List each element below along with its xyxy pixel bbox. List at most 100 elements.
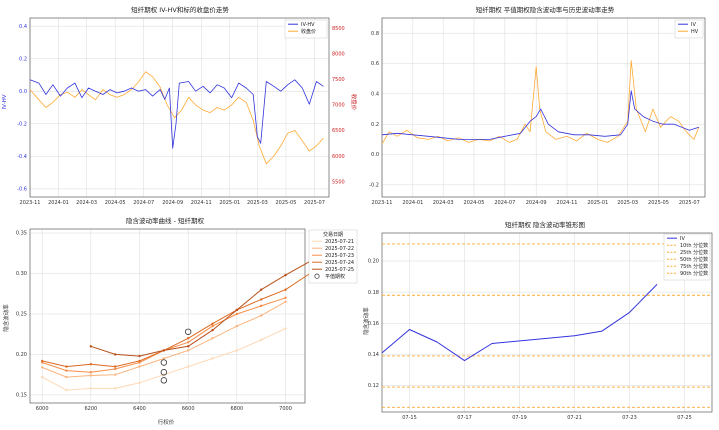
series-point-2025-07-23 xyxy=(113,367,117,371)
legend-swatch xyxy=(314,273,320,279)
legend-entry: 2025-07-25 xyxy=(325,267,354,273)
x-tick-label: 2025-05 xyxy=(275,200,296,206)
series-point-2025-07-22 xyxy=(259,314,263,317)
series-line-ivhv xyxy=(29,79,324,149)
y-tick-label-left: 0.0 xyxy=(19,89,27,95)
series-point-2025-07-21 xyxy=(211,357,214,360)
chart-vol-smile: 隐含波动率曲线 - 短纤期权 行权价 隐含波动率 0.15 0.20 0.25 0.3… xyxy=(0,215,360,430)
series-point-2025-07-24 xyxy=(40,359,44,363)
x-tick-label: 6000 xyxy=(36,406,49,412)
series-point-2025-07-21 xyxy=(113,387,117,390)
series-point-2025-07-21 xyxy=(186,365,190,368)
y-tick-label: 0.20 xyxy=(368,259,379,265)
series-point-2025-07-24 xyxy=(113,365,117,368)
atm-marker xyxy=(160,369,168,376)
chart-title: 短纤期权 平值期权隐含波动率与历史波动率走势 xyxy=(476,5,615,14)
y-tick-label: 0.6 xyxy=(371,61,379,67)
chart-title: 短纤期权 隐含波动率锥形图 xyxy=(505,220,585,229)
legend-entry: IV xyxy=(680,236,685,242)
series-point-2025-07-21 xyxy=(89,387,93,390)
series-point-2025-07-25 xyxy=(235,308,239,312)
series-point-2025-07-25 xyxy=(211,328,214,332)
y-axis-label: 隐含波动率 xyxy=(2,304,10,332)
y-tick-label: 0.35 xyxy=(16,231,27,237)
y-tick-label: 0.20 xyxy=(16,352,27,358)
chart-ivhv-price-svg: 短纤期权 IV-HV和标的收盘价走势 IV-HV 收盘价 -0.6 -0.4 -0.… xyxy=(2,5,358,206)
series-point-2025-07-21 xyxy=(65,388,68,392)
x-tick-label: 2024-09 xyxy=(526,200,547,206)
series-point-2025-07-24 xyxy=(259,298,263,301)
legend-box xyxy=(674,19,704,39)
y-tick-label-left: -0.6 xyxy=(17,187,27,193)
series-point-2025-07-25 xyxy=(113,353,117,356)
series-point-2025-07-22 xyxy=(186,349,190,352)
series-point-2025-07-22 xyxy=(235,324,239,328)
series-point-2025-07-22 xyxy=(113,373,117,376)
y-tick-label-right: 5500 xyxy=(332,179,345,185)
legend-entry: IV xyxy=(691,22,696,28)
series-point-2025-07-23 xyxy=(211,324,214,328)
legend-entry: HV xyxy=(691,29,699,35)
x-tick-label: 2025-03 xyxy=(617,200,638,206)
y-tick-label-right: 7000 xyxy=(332,103,345,109)
x-tick-label: 2024-05 xyxy=(464,200,485,206)
chart-title: 隐含波动率曲线 - 短纤期权 xyxy=(126,216,204,225)
series-point-2025-07-22 xyxy=(211,337,214,340)
series-line-2025-07-24 xyxy=(42,273,311,368)
series-point-2025-07-21 xyxy=(235,349,239,352)
series-point-2025-07-24 xyxy=(138,359,141,363)
series-point-2025-07-23 xyxy=(284,296,287,299)
plot-frame xyxy=(381,232,713,413)
x-tick-label: 6400 xyxy=(133,406,146,412)
legend-entry: 2025-07-22 xyxy=(325,246,354,252)
x-tick-label: 2024-07 xyxy=(494,200,515,206)
series-point-2025-07-21 xyxy=(259,338,263,342)
y-axis-label: 隐含波动率 xyxy=(362,307,370,335)
series-point-2025-07-25 xyxy=(186,345,190,348)
series-line-2025-07-23 xyxy=(42,297,286,373)
y-tick-label: 0.0 xyxy=(371,152,379,158)
series-point-2025-07-22 xyxy=(40,366,44,369)
series-point-2025-07-22 xyxy=(138,365,141,368)
x-tick-label: 2024-01 xyxy=(402,200,423,206)
x-tick-label: 7000 xyxy=(279,406,292,412)
x-tick-label: 2025-07 xyxy=(304,200,325,206)
series-point-2025-07-25 xyxy=(138,354,141,358)
x-tick-label: 07-17 xyxy=(457,415,472,421)
legend-entry: 10th 分位数 xyxy=(680,242,708,249)
series-point-2025-07-24 xyxy=(65,365,68,368)
x-tick-label: 07-19 xyxy=(512,415,527,421)
y-tick-label: 0.4 xyxy=(371,92,379,98)
y-tick-label-right: 7500 xyxy=(332,77,345,83)
chart-vol-cone-svg: 短纤期权 隐含波动率锥形图 隐含波动率 0.12 0.14 0.16 0.18 0.20… xyxy=(362,220,713,421)
x-tick-label: 2025-05 xyxy=(648,200,669,206)
series-point-2025-07-21 xyxy=(40,375,44,379)
atm-marker xyxy=(160,377,168,384)
x-tick-label: 07-15 xyxy=(402,415,417,421)
y-axis-label-left: IV-HV xyxy=(2,94,8,109)
y-tick-label-left: -0.4 xyxy=(17,154,27,160)
series-point-2025-07-21 xyxy=(138,381,141,384)
legend-entry: 75th 分位数 xyxy=(680,263,708,270)
legend-entry: 2025-07-21 xyxy=(325,239,354,245)
series-point-2025-07-24 xyxy=(89,362,93,366)
x-tick-label: 2025-03 xyxy=(247,200,268,206)
x-tick-label: 2024-07 xyxy=(133,200,154,206)
x-tick-label: 07-21 xyxy=(567,415,582,421)
y-tick-label-right: 6500 xyxy=(332,128,345,134)
x-tick-label: 2024-09 xyxy=(162,200,183,206)
legend-entry: 2025-07-23 xyxy=(325,253,354,259)
y-tick-label: 0.12 xyxy=(368,383,379,389)
x-tick-label: 2024-03 xyxy=(433,200,454,206)
chart-iv-hv-svg: 短纤期权 平值期权隐含波动率与历史波动率走势 -0.2 0.0 0.2 0.4 0.6 0… xyxy=(369,5,706,206)
series-point-2025-07-24 xyxy=(211,322,214,325)
chart-vol-smile-svg: 隐含波动率曲线 - 短纤期权 行权价 隐含波动率 0.15 0.20 0.25 0.3… xyxy=(2,216,358,426)
y-axis-label-right: 收盘价 xyxy=(350,94,358,111)
series-point-2025-07-25 xyxy=(284,273,287,277)
y-tick-label: 0.14 xyxy=(368,352,379,358)
series-point-2025-07-25 xyxy=(89,345,93,348)
y-tick-label: -0.2 xyxy=(369,183,379,189)
legend-entry: 25th 分位数 xyxy=(680,249,708,256)
series-point-2025-07-23 xyxy=(65,369,68,372)
legend-entry: 平值期权 xyxy=(325,273,345,280)
